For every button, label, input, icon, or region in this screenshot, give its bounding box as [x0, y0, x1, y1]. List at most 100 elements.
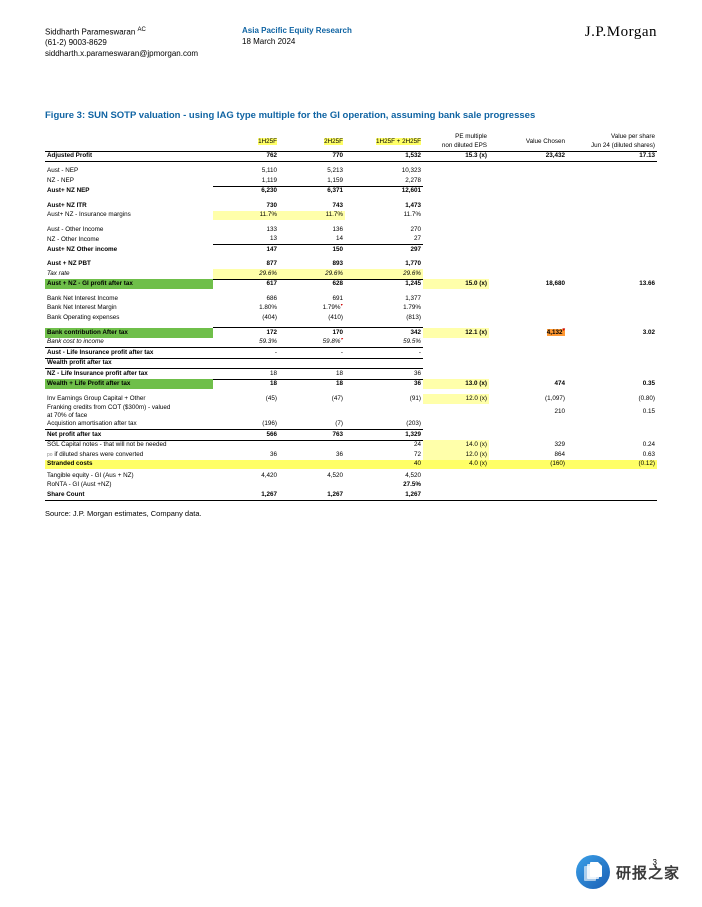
- bank-nii-row: Bank Net Interest Income 686 691 1,377: [45, 294, 657, 304]
- c2: 1,267: [279, 490, 345, 500]
- label: Wealth profit after tax: [45, 358, 213, 369]
- c3: 10,323: [345, 167, 423, 177]
- c1: 1,119: [213, 176, 279, 186]
- aust-nep-row: Aust - NEP 5,110 5,213 10,323: [45, 167, 657, 177]
- c1: 11.7%: [213, 211, 279, 221]
- label: NZ - Life Insurance profit after tax: [45, 369, 213, 380]
- c3: 1,770: [345, 260, 423, 270]
- c2: 1.79%▾: [279, 304, 345, 314]
- c1: 36: [213, 450, 279, 460]
- c3: 2,278: [345, 176, 423, 186]
- page-header: Siddharth Parameswaran AC (61-2) 9003-86…: [45, 26, 657, 60]
- sgl-notes-row: SGL Capital notes - that will not be nee…: [45, 440, 657, 450]
- c3: 4,520: [345, 471, 423, 481]
- label: Bank contribution After tax: [45, 328, 213, 338]
- label: Tax rate: [45, 269, 213, 279]
- research-block: Asia Pacific Equity Research 18 March 20…: [242, 26, 352, 48]
- ac-superscript: AC: [138, 27, 146, 33]
- label: Wealth + Life Profit after tax: [45, 379, 213, 389]
- c6: (0.80): [567, 394, 657, 404]
- analyst-phone: (61-2) 9003-8629: [45, 38, 198, 49]
- analyst-email: siddharth.x.parameswaran@jpmorgan.com: [45, 49, 198, 60]
- label: Aust + NZ - GI profit after tax: [45, 279, 213, 289]
- ins-margins-row: Aust+ NZ - Insurance margins 11.7% 11.7%…: [45, 211, 657, 221]
- aust-other-inc-row: Aust - Other Income 133 136 270: [45, 225, 657, 235]
- c3: 72: [345, 450, 423, 460]
- c1: 762: [213, 151, 279, 162]
- c6: 3.02: [567, 328, 657, 338]
- c1: (404): [213, 313, 279, 323]
- c2: 5,213: [279, 167, 345, 177]
- c3: 1,377: [345, 294, 423, 304]
- aust-nz-pbt-row: Aust + NZ PBT 877 893 1,770: [45, 260, 657, 270]
- col-1h25f: 1H25F: [258, 138, 277, 145]
- watermark: 研报之家: [576, 855, 680, 889]
- adjusted-profit-row: Adjusted Profit 762 770 1,532 15.3 (x) 2…: [45, 151, 657, 162]
- c3: 36: [345, 369, 423, 380]
- c1: 59.3%: [213, 338, 279, 348]
- bank-nim-row: Bank Net Interest Margin 1.80% 1.79%▾ 1.…: [45, 304, 657, 314]
- c3: 1,267: [345, 490, 423, 500]
- c3: 342: [345, 328, 423, 338]
- header-row: 1H25F 2H25F 1H25F + 2H25F PE multiplenon…: [45, 133, 657, 152]
- c5: (1,097): [489, 394, 567, 404]
- c2: (47): [279, 394, 345, 404]
- label: po if diluted shares were converted: [45, 450, 213, 460]
- aust-nz-other-inc-row: Aust+ NZ Other income 147 150 297: [45, 245, 657, 255]
- c4: 4.0 (x): [423, 460, 489, 470]
- col-value: Value Chosen: [489, 133, 567, 152]
- c5: 4,132▾: [489, 328, 567, 338]
- c2: 893: [279, 260, 345, 270]
- c4: 13.0 (x): [423, 379, 489, 389]
- c2: 136: [279, 225, 345, 235]
- label: Adjusted Profit: [45, 151, 213, 162]
- marker-icon: ▾: [562, 328, 565, 333]
- c1: (45): [213, 394, 279, 404]
- c5: 18,680: [489, 279, 567, 289]
- research-date: 18 March 2024: [242, 37, 352, 48]
- c2: 14: [279, 235, 345, 245]
- c3: 297: [345, 245, 423, 255]
- c3: (203): [345, 420, 423, 430]
- c4: 12.1 (x): [423, 328, 489, 338]
- share-count-row: Share Count 1,267 1,267 1,267: [45, 490, 657, 500]
- label: Aust+ NZ ITR: [45, 201, 213, 211]
- label: NZ - Other Income: [45, 235, 213, 245]
- label: Acquistion amortisation after tax: [45, 420, 213, 430]
- c1: 566: [213, 430, 279, 441]
- inv-earn-row: Inv Earnings Group Capital + Other (45) …: [45, 394, 657, 404]
- label: RoNTA - GI (Aust +NZ): [45, 481, 213, 491]
- aust-life-row: Aust - Life Insurance profit after tax -…: [45, 348, 657, 359]
- c2: 18: [279, 369, 345, 380]
- c3: 1,532: [345, 151, 423, 162]
- watermark-badge-icon: [576, 855, 610, 889]
- label: Tangible equity - GI (Aus + NZ): [45, 471, 213, 481]
- bank-opex-row: Bank Operating expenses (404) (410) (813…: [45, 313, 657, 323]
- c5: 864: [489, 450, 567, 460]
- c4: 12.0 (x): [423, 450, 489, 460]
- label: Stranded costs: [45, 460, 213, 470]
- label: Aust+ NZ Other income: [45, 245, 213, 255]
- net-profit-row: Net profit after tax 566 763 1,329: [45, 430, 657, 441]
- c3: (813): [345, 313, 423, 323]
- c5: 210: [489, 404, 567, 420]
- c3: 1,245: [345, 279, 423, 289]
- nz-nep-row: NZ - NEP 1,119 1,159 2,278: [45, 176, 657, 186]
- marker-icon: ▾: [340, 338, 343, 343]
- marker-icon: ▾: [340, 304, 343, 309]
- figure-title: Figure 3: SUN SOTP valuation - using IAG…: [45, 110, 657, 123]
- c3: 27: [345, 235, 423, 245]
- col-vps: Value per shareJun 24 (diluted shares): [567, 133, 657, 152]
- c3: 12,601: [345, 186, 423, 196]
- c1: 5,110: [213, 167, 279, 177]
- c1: 686: [213, 294, 279, 304]
- label: Aust+ NZ - Insurance margins: [45, 211, 213, 221]
- c1: -: [213, 348, 279, 359]
- sotp-table: 1H25F 2H25F 1H25F + 2H25F PE multiplenon…: [45, 133, 657, 501]
- wealth-life-row: Wealth + Life Profit after tax 18 18 36 …: [45, 379, 657, 389]
- c4: 15.3 (x): [423, 151, 489, 162]
- c3: 59.5%: [345, 338, 423, 348]
- c5: 474: [489, 379, 567, 389]
- label: NZ - NEP: [45, 176, 213, 186]
- c1: (196): [213, 420, 279, 430]
